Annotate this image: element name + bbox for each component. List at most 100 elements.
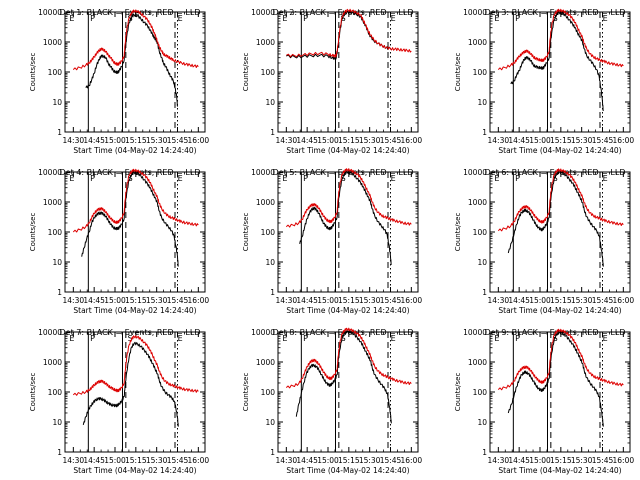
detector-panel-3: Det 3: BLACK = Events, RED = LLDCounts/s… — [454, 8, 634, 155]
x-tick-label: 15:30 — [146, 456, 168, 465]
x-tick-label: 14:30 — [276, 136, 298, 145]
x-tick-label: 15:15 — [125, 456, 147, 465]
lld-series-line — [72, 9, 199, 71]
x-tick-label: 15:00 — [317, 136, 339, 145]
panel-title: Det 7: BLACK = Events, RED = LLD — [60, 328, 201, 337]
plot-frame — [64, 11, 206, 133]
x-tick-label: 15:15 — [550, 456, 572, 465]
detector-panel-4: Det 4: BLACK = Events, RED = LLDCounts/s… — [29, 168, 209, 315]
x-tick-label: 15:45 — [592, 456, 614, 465]
y-tick-label: 1000 — [256, 358, 275, 367]
x-tick-label: 14:45 — [296, 296, 318, 305]
x-tick-label: 15:00 — [529, 456, 551, 465]
lld-series-line — [286, 8, 412, 58]
marker-letter: P — [303, 14, 308, 23]
x-tick-label: 15:15 — [125, 136, 147, 145]
x-tick-label: 15:00 — [529, 136, 551, 145]
plot-frame — [489, 11, 631, 133]
x-tick-label: 14:45 — [508, 136, 530, 145]
x-tick-label: 15:30 — [571, 456, 593, 465]
y-axis-label: Counts/sec — [454, 213, 462, 252]
y-tick-label: 10000 — [463, 328, 487, 337]
marker-letter: P — [515, 334, 520, 343]
x-tick-label: 14:45 — [83, 296, 105, 305]
y-tick-label: 10 — [52, 418, 62, 427]
x-tick-label: 14:30 — [276, 296, 298, 305]
x-tick-label: 15:00 — [317, 456, 339, 465]
x-tick-label: 14:30 — [276, 456, 298, 465]
x-tick-label: 15:45 — [167, 296, 189, 305]
y-tick-label: 1000 — [468, 198, 487, 207]
marker-letter: E — [603, 334, 608, 343]
x-axis-label: Start Time (04-May-02 14:24:40) — [73, 466, 196, 475]
marker-letter: E — [494, 334, 499, 343]
panel-title: Det 1: BLACK = Events, RED = LLD — [60, 8, 201, 17]
x-tick-label: 15:30 — [359, 296, 381, 305]
events-series-line — [507, 170, 604, 267]
marker-letter: E — [282, 334, 287, 343]
y-tick-label: 10 — [265, 98, 275, 107]
x-tick-label: 15:45 — [167, 456, 189, 465]
y-tick-label: 10000 — [38, 168, 62, 177]
marker-letter: P — [90, 334, 95, 343]
events-series-line — [82, 341, 179, 427]
lld-series-line — [497, 8, 624, 71]
y-tick-label: 1 — [57, 128, 62, 137]
marker-letter: E — [178, 14, 183, 23]
y-axis-label: Counts/sec — [242, 53, 250, 92]
x-tick-label: 15:45 — [592, 296, 614, 305]
y-tick-label: 1000 — [43, 38, 62, 47]
x-tick-label: 14:30 — [63, 136, 85, 145]
lld-series-line — [285, 327, 412, 389]
events-series-line — [85, 13, 178, 107]
plot-frame — [489, 171, 631, 293]
x-tick-label: 15:00 — [104, 136, 126, 145]
x-axis-label: Start Time (04-May-02 14:24:40) — [73, 146, 196, 155]
y-tick-label: 1000 — [43, 358, 62, 367]
detector-panel-2: Det 2: BLACK = Events, RED = LLD Counts/s… — [242, 8, 422, 155]
y-tick-label: 1000 — [256, 198, 275, 207]
x-axis-label: Start Time (04-May-02 14:24:40) — [286, 146, 409, 155]
y-tick-label: 1000 — [468, 38, 487, 47]
events-series-line — [299, 170, 392, 266]
lld-series-line — [285, 168, 412, 228]
marker-letter: E — [603, 174, 608, 183]
y-tick-label: 10000 — [463, 8, 487, 17]
marker-letter: E — [282, 174, 287, 183]
y-tick-label: 100 — [473, 388, 488, 397]
y-tick-label: 10 — [52, 98, 62, 107]
plot-frame — [489, 331, 631, 453]
y-tick-label: 1 — [482, 288, 487, 297]
marker-letter: P — [90, 174, 95, 183]
y-tick-label: 1 — [57, 288, 62, 297]
y-tick-label: 1 — [482, 128, 487, 137]
x-axis-label: Start Time (04-May-02 14:24:40) — [498, 306, 621, 315]
detector-panel-6: Det 6: BLACK = Events, RED = LLDCounts/s… — [454, 168, 634, 315]
x-tick-label: 16:00 — [401, 296, 423, 305]
y-tick-label: 100 — [48, 68, 63, 77]
x-axis-label: Start Time (04-May-02 14:24:40) — [498, 466, 621, 475]
y-tick-label: 1 — [270, 128, 275, 137]
x-tick-label: 15:45 — [380, 296, 402, 305]
x-tick-label: 16:00 — [613, 296, 635, 305]
x-tick-label: 15:00 — [104, 296, 126, 305]
x-tick-label: 14:30 — [63, 456, 85, 465]
x-axis-label: Start Time (04-May-02 14:24:40) — [498, 146, 621, 155]
y-tick-label: 100 — [48, 228, 63, 237]
marker-letter: P — [90, 14, 95, 23]
x-tick-label: 14:30 — [63, 296, 85, 305]
x-tick-label: 16:00 — [613, 136, 635, 145]
events-series-line — [510, 11, 604, 112]
y-tick-label: 1 — [270, 288, 275, 297]
marker-letter: E — [603, 14, 608, 23]
marker-letter: P — [303, 334, 308, 343]
y-tick-label: 100 — [261, 68, 276, 77]
marker-letter: P — [515, 14, 520, 23]
lld-series-line — [72, 335, 199, 396]
plot-frame — [277, 11, 419, 133]
x-tick-label: 15:45 — [380, 136, 402, 145]
events-series-line — [295, 329, 392, 424]
y-tick-label: 10 — [265, 418, 275, 427]
marker-letter: E — [178, 334, 183, 343]
marker-letter: E — [391, 174, 396, 183]
